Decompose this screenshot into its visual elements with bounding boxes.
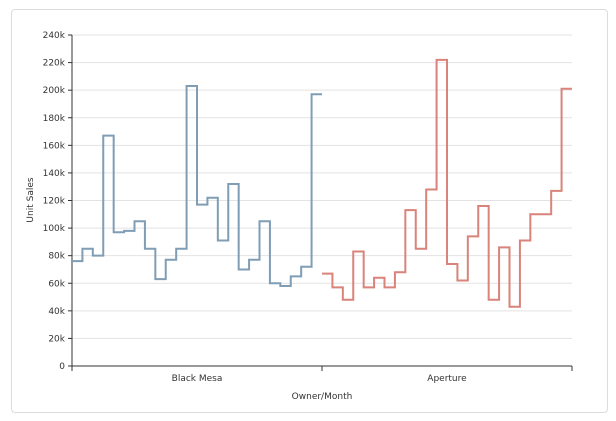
series-line-2 [322, 58, 572, 308]
series-line-1 [72, 85, 322, 288]
y-tick-label: 160k [43, 141, 66, 151]
gridlines [72, 34, 572, 339]
chart-card [11, 9, 608, 413]
y-tick-label: 60k [48, 279, 65, 289]
y-tick-label: 100k [43, 224, 66, 234]
y-tick-label: 180k [43, 114, 66, 124]
y-tick-label: 220k [43, 59, 66, 69]
axes: 0 20k 40k 60k 80k 100k 120k 140k 160k 180k 200k 220… [43, 31, 573, 384]
y-tick-label: 200k [43, 86, 66, 96]
y-tick-label: 40k [48, 307, 65, 317]
x-group-label: Aperture [427, 374, 467, 384]
y-tick-label: 240k [43, 31, 66, 41]
x-axis-title: Owner/Month [292, 392, 353, 402]
y-tick-label: 80k [48, 252, 65, 262]
y-tick-label: 0 [59, 362, 65, 372]
x-group-label: Black Mesa [172, 374, 223, 384]
y-tick-label: 20k [48, 334, 65, 344]
y-tick-label: 140k [43, 169, 66, 179]
y-tick-label: 120k [43, 197, 66, 207]
y-axis-title: Unit Sales [26, 177, 36, 222]
series-lines [72, 58, 572, 308]
